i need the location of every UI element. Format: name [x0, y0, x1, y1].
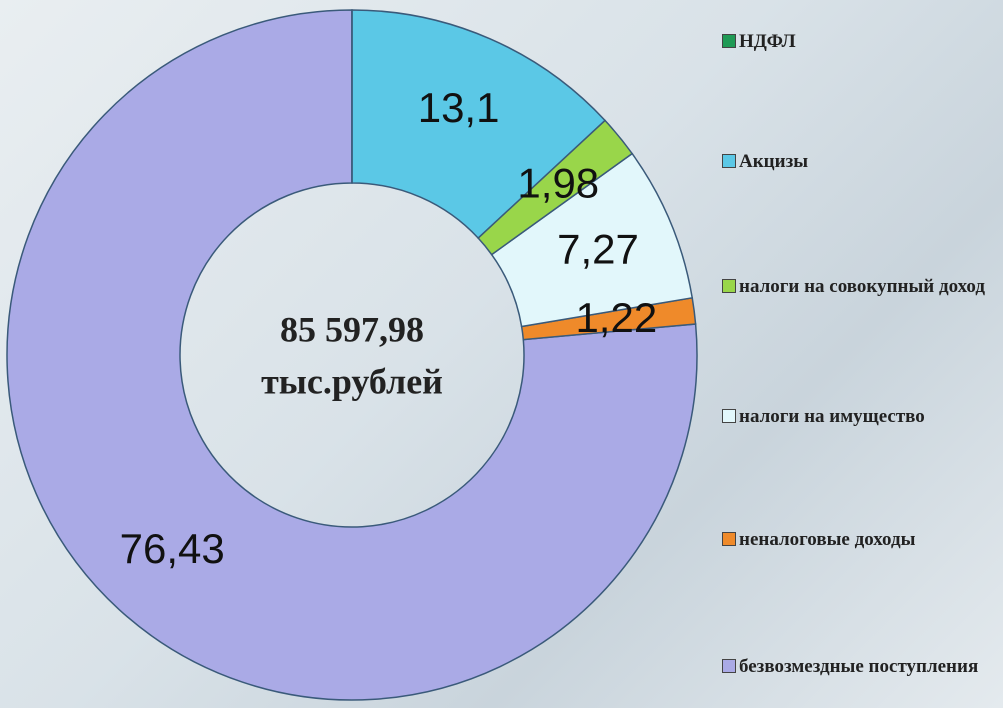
data-label: 76,43	[120, 525, 225, 572]
data-label: 1,98	[517, 159, 599, 206]
legend-swatch	[722, 409, 736, 423]
legend-swatch	[722, 279, 736, 293]
legend-swatch	[722, 532, 736, 546]
legend-swatch	[722, 34, 736, 48]
legend-label: налоги на имущество	[739, 406, 925, 427]
slice	[6, 9, 698, 701]
legend-label: неналоговые доходы	[739, 529, 916, 550]
data-label: 13,1	[418, 84, 500, 131]
legend-item: налоги на совокупный доход	[722, 275, 992, 299]
legend-label: безвозмездные поступления	[739, 656, 979, 677]
legend-label: НДФЛ	[739, 31, 796, 52]
legend-label: Акцизы	[739, 151, 809, 172]
slice	[490, 152, 694, 328]
legend-swatch	[722, 154, 736, 168]
legend-item: налоги на имущество	[722, 405, 992, 429]
slice	[351, 9, 607, 240]
center-text: тыс.рублей	[261, 361, 443, 401]
legend-swatch	[722, 659, 736, 673]
legend-label: налоги на совокупный доход	[739, 276, 985, 297]
legend-item: неналоговые доходы	[722, 528, 992, 552]
center-text: 85 597,98	[280, 309, 424, 349]
data-label: 1,22	[575, 294, 657, 341]
legend-item: НДФЛ	[722, 30, 992, 54]
slice	[520, 296, 697, 341]
slice	[477, 119, 634, 256]
chart: 85 597,98 тыс.рублей 13,1 1,98 7,27 1,22 76,…	[6, 9, 698, 701]
data-label: 7,27	[557, 226, 639, 273]
legend-item: Акцизы	[722, 150, 992, 174]
legend-item: безвозмездные поступления	[722, 655, 992, 679]
